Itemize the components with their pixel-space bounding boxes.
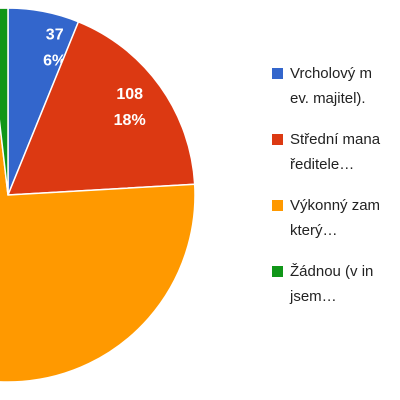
legend-label: Vrcholový m — [290, 65, 372, 82]
legend-swatch — [272, 68, 283, 79]
pie-slice — [0, 7, 9, 196]
legend-label: Střední mana — [290, 131, 381, 148]
legend-label: ředitele… — [290, 156, 354, 173]
legend-label: ev. majitel). — [290, 90, 366, 107]
data-label: 108 — [116, 86, 143, 103]
legend-swatch — [272, 134, 283, 145]
legend-swatch — [272, 266, 283, 277]
data-label: 37 — [46, 26, 64, 43]
percent-label: 18% — [114, 112, 146, 129]
legend-label: Výkonný zam — [290, 197, 380, 214]
legend-swatch — [272, 200, 283, 211]
legend-label: Žádnou (v in — [290, 263, 373, 280]
pie-slice — [0, 119, 196, 383]
legend-label: jsem… — [289, 288, 337, 305]
legend-label: který… — [290, 222, 338, 239]
pie-slice — [6, 20, 196, 196]
